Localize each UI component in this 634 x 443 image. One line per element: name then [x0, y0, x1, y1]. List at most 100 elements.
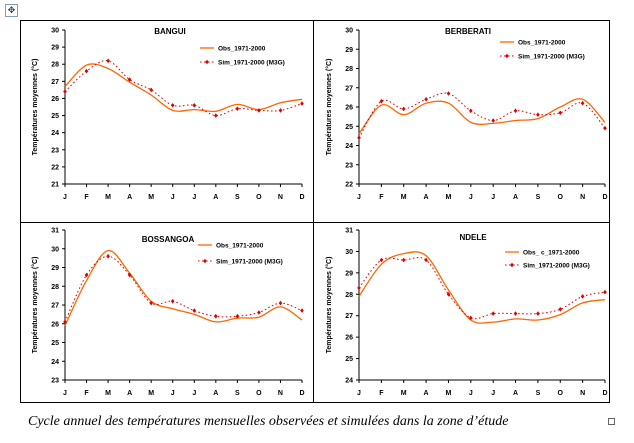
y-tick-label: 25 [51, 113, 59, 120]
y-tick-label: 28 [51, 62, 59, 69]
y-axis-title: Températures moyennes (°C) [31, 59, 39, 156]
series-marker-sim [469, 108, 473, 114]
legend-marker-sim [205, 59, 209, 65]
x-tick-label: S [536, 390, 541, 397]
series-marker-sim [491, 118, 495, 123]
y-tick-label: 24 [51, 359, 59, 366]
x-tick-label: M [401, 390, 407, 397]
move-handle-icon[interactable]: ✥ [5, 4, 18, 17]
y-tick-label: 29 [345, 270, 353, 277]
x-tick-label: D [299, 194, 304, 201]
legend-label: Obs_1971-2000 [218, 46, 266, 53]
y-tick-label: 31 [345, 228, 353, 235]
series-marker-sim [424, 97, 428, 102]
x-tick-label: A [424, 390, 429, 397]
y-tick-label: 24 [51, 130, 59, 137]
legend-label: Sim_1971-2000 (M3G) [216, 259, 283, 266]
x-tick-label: M [401, 194, 407, 201]
y-tick-label: 27 [345, 313, 353, 320]
x-tick-label: M [105, 390, 111, 397]
series-marker-sim [63, 89, 67, 94]
y-tick-label: 26 [345, 105, 353, 112]
x-tick-label: J [171, 390, 175, 397]
series-marker-sim [192, 308, 197, 313]
y-axis-title: Températures moyennes (°C) [325, 59, 333, 156]
x-tick-label: J [491, 390, 495, 397]
series-marker-sim [401, 106, 406, 112]
x-tick-label: A [213, 390, 218, 397]
x-tick-label: J [171, 194, 175, 201]
x-tick-label: J [469, 390, 473, 397]
series-marker-sim [513, 311, 518, 316]
y-tick-label: 27 [345, 85, 353, 92]
series-marker-sim [170, 103, 175, 108]
x-tick-label: F [379, 194, 384, 201]
y-tick-label: 24 [345, 143, 353, 150]
series-marker-sim [192, 103, 197, 108]
series-marker-sim [379, 98, 384, 104]
series-marker-sim [170, 298, 175, 304]
series-line-obs [64, 63, 303, 113]
x-tick-label: J [357, 390, 361, 397]
x-tick-label: O [256, 390, 262, 397]
legend-marker-sim [203, 258, 207, 264]
chart-bangui: 21 22 23 24 25 26 27 28 29 30 J F M A M J J A S O N D Températ… [31, 27, 305, 201]
series-marker-sim [214, 113, 218, 118]
x-tick-label: N [580, 194, 585, 201]
chart-title: BERBERATI [445, 27, 491, 36]
series-marker-sim [603, 125, 607, 131]
series-marker-sim [513, 108, 518, 114]
x-tick-label: J [63, 194, 67, 201]
legend-marker-sim [510, 262, 514, 268]
x-tick-label: J [357, 194, 361, 201]
y-tick-label: 25 [51, 340, 59, 347]
series-marker-sim [446, 91, 451, 96]
x-tick-label: A [513, 390, 518, 397]
x-tick-label: D [602, 194, 607, 201]
series-marker-sim [603, 289, 607, 295]
series-marker-sim [300, 308, 304, 313]
x-tick-label: S [235, 390, 240, 397]
y-axis-title: Températures moyennes (°C) [31, 257, 39, 354]
x-tick-label: M [148, 390, 154, 397]
y-tick-label: 25 [345, 356, 353, 363]
y-tick-label: 30 [51, 28, 59, 35]
y-tick-label: 23 [51, 147, 59, 154]
series-marker-sim [149, 300, 153, 306]
series-marker-sim [357, 135, 361, 141]
chart-berberati: 22 23 24 25 26 27 28 29 30 J F M A M J J A S O N D Températur… [325, 27, 608, 201]
x-tick-label: A [513, 194, 518, 201]
x-tick-label: S [536, 194, 541, 201]
series-marker-sim [580, 294, 585, 299]
y-tick-label: 28 [345, 292, 353, 299]
series-marker-sim [536, 311, 540, 316]
resize-handle[interactable] [608, 418, 615, 425]
series-line-obs [358, 251, 606, 324]
y-tick-label: 27 [51, 79, 59, 86]
x-tick-label: M [446, 194, 452, 201]
series-marker-sim [401, 257, 406, 263]
y-tick-label: 25 [345, 124, 353, 131]
series-marker-sim [235, 313, 240, 319]
legend-label: Sim_1971-2000 (M3G) [218, 60, 285, 67]
y-axis-title: Températures moyennes (°C) [325, 257, 333, 354]
y-tick-label: 29 [51, 45, 59, 52]
series-marker-sim [106, 58, 110, 64]
series-marker-sim [257, 310, 261, 315]
x-tick-label: D [299, 390, 304, 397]
series-marker-sim [235, 106, 240, 111]
series-marker-sim [278, 108, 283, 113]
x-tick-label: O [558, 390, 564, 397]
y-tick-label: 30 [345, 28, 353, 35]
y-tick-label: 30 [51, 246, 59, 253]
y-tick-label: 21 [51, 182, 59, 189]
series-marker-sim [580, 100, 585, 106]
series-marker-sim [214, 313, 218, 319]
legend-label: Obs_1971-2000 [518, 40, 566, 47]
x-tick-label: N [580, 390, 585, 397]
chart-title: BANGUI [154, 27, 186, 36]
x-tick-label: J [192, 390, 196, 397]
x-tick-label: D [602, 390, 607, 397]
series-marker-sim [469, 315, 473, 321]
